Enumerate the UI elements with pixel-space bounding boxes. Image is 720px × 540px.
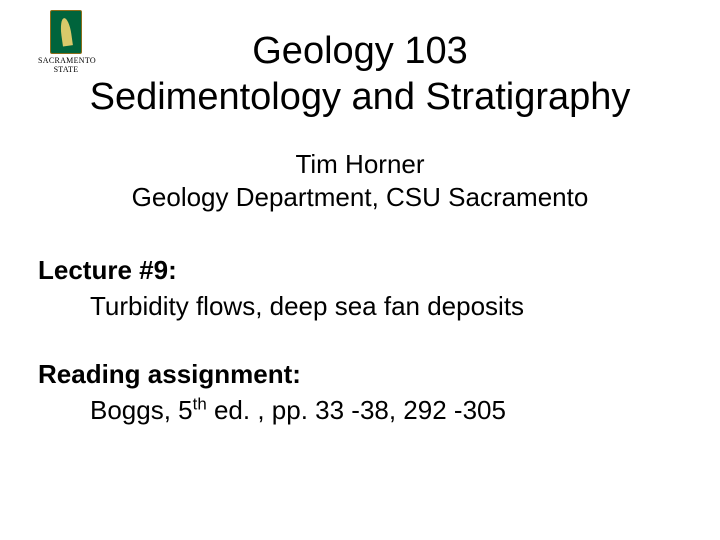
slide: SACRAMENTO STATE Geology 103 Sedimentolo… [0, 0, 720, 540]
course-number: Geology 103 [0, 28, 720, 74]
lecture-topic: Turbidity flows, deep sea fan deposits [38, 288, 682, 324]
reading-suffix: ed. , pp. 33 -38, 292 -305 [207, 395, 506, 425]
title-block: Geology 103 Sedimentology and Stratigrap… [0, 28, 720, 120]
author-affiliation: Geology Department, CSU Sacramento [0, 181, 720, 214]
course-name: Sedimentology and Stratigraphy [0, 74, 720, 120]
reading-assignment: Boggs, 5th ed. , pp. 33 -38, 292 -305 [38, 392, 682, 428]
body-block: Lecture #9: Turbidity flows, deep sea fa… [38, 252, 682, 428]
lecture-label: Lecture #9: [38, 252, 682, 288]
author-name: Tim Horner [0, 148, 720, 181]
reading-ordinal: th [193, 394, 207, 413]
reading-prefix: Boggs, 5 [90, 395, 193, 425]
author-block: Tim Horner Geology Department, CSU Sacra… [0, 148, 720, 214]
spacer [38, 324, 682, 356]
reading-label: Reading assignment: [38, 356, 682, 392]
